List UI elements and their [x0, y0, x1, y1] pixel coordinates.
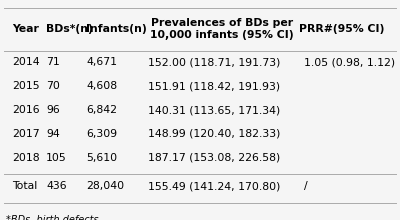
Text: 70: 70: [46, 81, 60, 91]
Text: 152.00 (118.71, 191.73): 152.00 (118.71, 191.73): [148, 57, 280, 68]
Text: 28,040: 28,040: [86, 181, 124, 191]
Text: 2016: 2016: [12, 105, 40, 115]
Text: *BDs, birth defects.: *BDs, birth defects.: [6, 215, 102, 220]
Text: 105: 105: [46, 152, 67, 163]
Text: 2014: 2014: [12, 57, 40, 68]
Text: Year: Year: [12, 24, 39, 34]
Text: 4,671: 4,671: [86, 57, 117, 68]
Text: 436: 436: [46, 181, 67, 191]
Text: 155.49 (141.24, 170.80): 155.49 (141.24, 170.80): [148, 181, 280, 191]
Text: 2015: 2015: [12, 81, 40, 91]
Text: 5,610: 5,610: [86, 152, 117, 163]
Text: BDs*(n): BDs*(n): [46, 24, 93, 34]
Text: Infants(n): Infants(n): [86, 24, 147, 34]
Text: 1.05 (0.98, 1.12): 1.05 (0.98, 1.12): [304, 57, 395, 68]
Text: 2017: 2017: [12, 129, 40, 139]
Text: 71: 71: [46, 57, 60, 68]
Text: 187.17 (153.08, 226.58): 187.17 (153.08, 226.58): [148, 152, 280, 163]
Text: 151.91 (118.42, 191.93): 151.91 (118.42, 191.93): [148, 81, 280, 91]
Text: 2018: 2018: [12, 152, 40, 163]
Text: Total: Total: [12, 181, 37, 191]
Text: 4,608: 4,608: [86, 81, 117, 91]
Text: /: /: [304, 181, 308, 191]
Text: 96: 96: [46, 105, 60, 115]
Text: 140.31 (113.65, 171.34): 140.31 (113.65, 171.34): [148, 105, 280, 115]
Text: PRR#(95% CI): PRR#(95% CI): [299, 24, 385, 34]
Text: 6,842: 6,842: [86, 105, 117, 115]
Text: 6,309: 6,309: [86, 129, 117, 139]
Text: 148.99 (120.40, 182.33): 148.99 (120.40, 182.33): [148, 129, 280, 139]
Text: Prevalences of BDs per
10,000 infants (95% CI): Prevalences of BDs per 10,000 infants (9…: [150, 18, 294, 40]
Text: 94: 94: [46, 129, 60, 139]
